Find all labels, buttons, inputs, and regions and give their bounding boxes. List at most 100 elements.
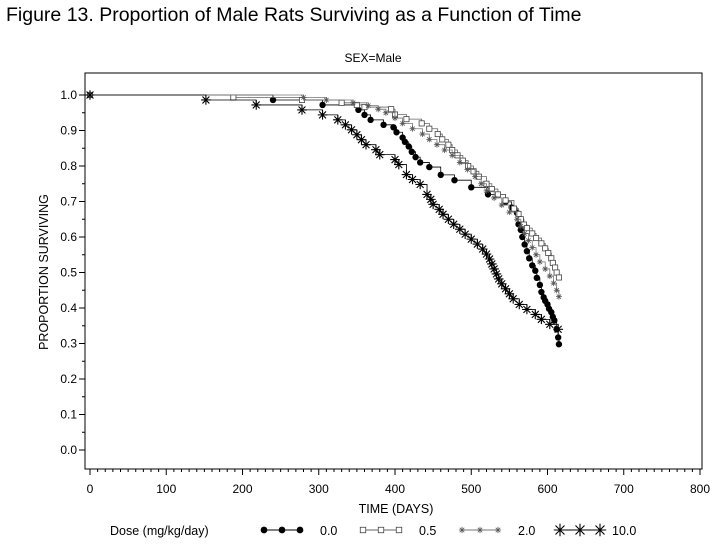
data-point [472, 173, 479, 180]
data-point [514, 299, 525, 310]
data-point [491, 194, 498, 201]
data-point [448, 219, 459, 230]
survival-curve [90, 94, 560, 345]
data-point [426, 194, 436, 205]
y-tick-label: 0.4 [60, 301, 77, 315]
data-point [464, 166, 471, 173]
series-layer [85, 90, 563, 348]
data-point [476, 526, 484, 534]
data-point [468, 184, 475, 191]
data-point [493, 274, 504, 284]
series-0-0 [86, 91, 563, 348]
data-point [488, 186, 495, 193]
data-point [546, 273, 553, 280]
x-axis-label: TIME (DAYS) [359, 502, 434, 516]
data-point [352, 129, 362, 140]
data-point [333, 115, 343, 125]
data-point [555, 274, 562, 281]
data-point [555, 341, 563, 348]
data-point [521, 241, 528, 248]
data-point [319, 101, 326, 109]
data-point [500, 284, 511, 294]
data-point [460, 229, 470, 239]
data-point [533, 274, 541, 282]
data-point [489, 264, 499, 274]
data-point [371, 144, 381, 155]
series-0-5 [87, 92, 562, 281]
data-point [412, 153, 419, 161]
data-point [340, 120, 351, 130]
data-point [478, 180, 485, 187]
x-tick-label: 800 [690, 482, 710, 496]
data-point [484, 254, 495, 264]
data-point [439, 136, 446, 143]
data-point [422, 189, 432, 200]
data-point [553, 287, 560, 294]
data-point [552, 264, 559, 271]
x-tick-label: 0 [87, 482, 94, 496]
series-10-0 [85, 90, 563, 335]
data-point [538, 288, 545, 296]
data-point [361, 139, 371, 150]
legend-label: 0.5 [419, 524, 436, 538]
legend-item: 2.0 [458, 524, 535, 538]
data-point [297, 105, 307, 115]
legend: Dose (mg/kg/day) 0.0 0.5 2.0 10.0 [110, 523, 636, 538]
data-point [542, 245, 549, 252]
data-point [530, 309, 541, 320]
data-point [458, 526, 466, 534]
data-point [251, 100, 262, 110]
data-point [593, 523, 607, 537]
data-point [365, 102, 372, 109]
data-point [428, 199, 438, 210]
data-point [395, 526, 403, 534]
data-point [375, 106, 382, 113]
data-point [394, 159, 404, 170]
data-point [555, 293, 562, 300]
data-point [544, 319, 555, 330]
data-point [519, 233, 526, 241]
data-point [550, 280, 557, 287]
series-2-0 [87, 92, 562, 300]
x-tick-label: 200 [232, 482, 252, 496]
y-tick-label: 0.6 [60, 230, 77, 244]
survival-curve [90, 94, 559, 330]
data-point [393, 129, 400, 136]
data-point [434, 131, 441, 138]
data-point [374, 149, 385, 160]
data-point [506, 209, 513, 216]
data-point [533, 251, 540, 258]
data-point [415, 179, 425, 190]
data-point [437, 171, 444, 179]
y-tick-label: 0.0 [60, 443, 77, 457]
data-point [416, 159, 424, 166]
y-axis: 0.0 0.1 0.2 0.3 0.4 0.5 0.6 0.7 0.8 0.9 1.0 [60, 88, 85, 457]
data-point [426, 163, 433, 171]
data-point [494, 191, 501, 198]
x-tick-label: 500 [461, 482, 481, 496]
data-point [355, 106, 362, 114]
data-point [532, 267, 539, 274]
legend-label: 10.0 [612, 524, 636, 538]
y-tick-label: 1.0 [60, 88, 77, 102]
data-point [408, 148, 415, 155]
y-tick-label: 0.5 [60, 266, 77, 280]
data-point [361, 111, 368, 119]
data-point [553, 269, 560, 276]
x-axis: 0 100 200 300 400 500 600 700 800 [87, 469, 710, 496]
data-point [85, 90, 95, 100]
data-point [346, 124, 357, 135]
data-point [359, 526, 367, 534]
data-point [526, 255, 533, 262]
data-point [508, 293, 518, 304]
x-tick-label: 300 [309, 482, 329, 496]
data-point [529, 244, 536, 251]
data-point [491, 269, 502, 279]
data-point [536, 314, 547, 325]
data-point [201, 95, 211, 105]
data-point [496, 279, 507, 289]
y-tick-label: 0.3 [60, 337, 77, 351]
data-point [409, 125, 416, 132]
data-point [449, 152, 456, 159]
